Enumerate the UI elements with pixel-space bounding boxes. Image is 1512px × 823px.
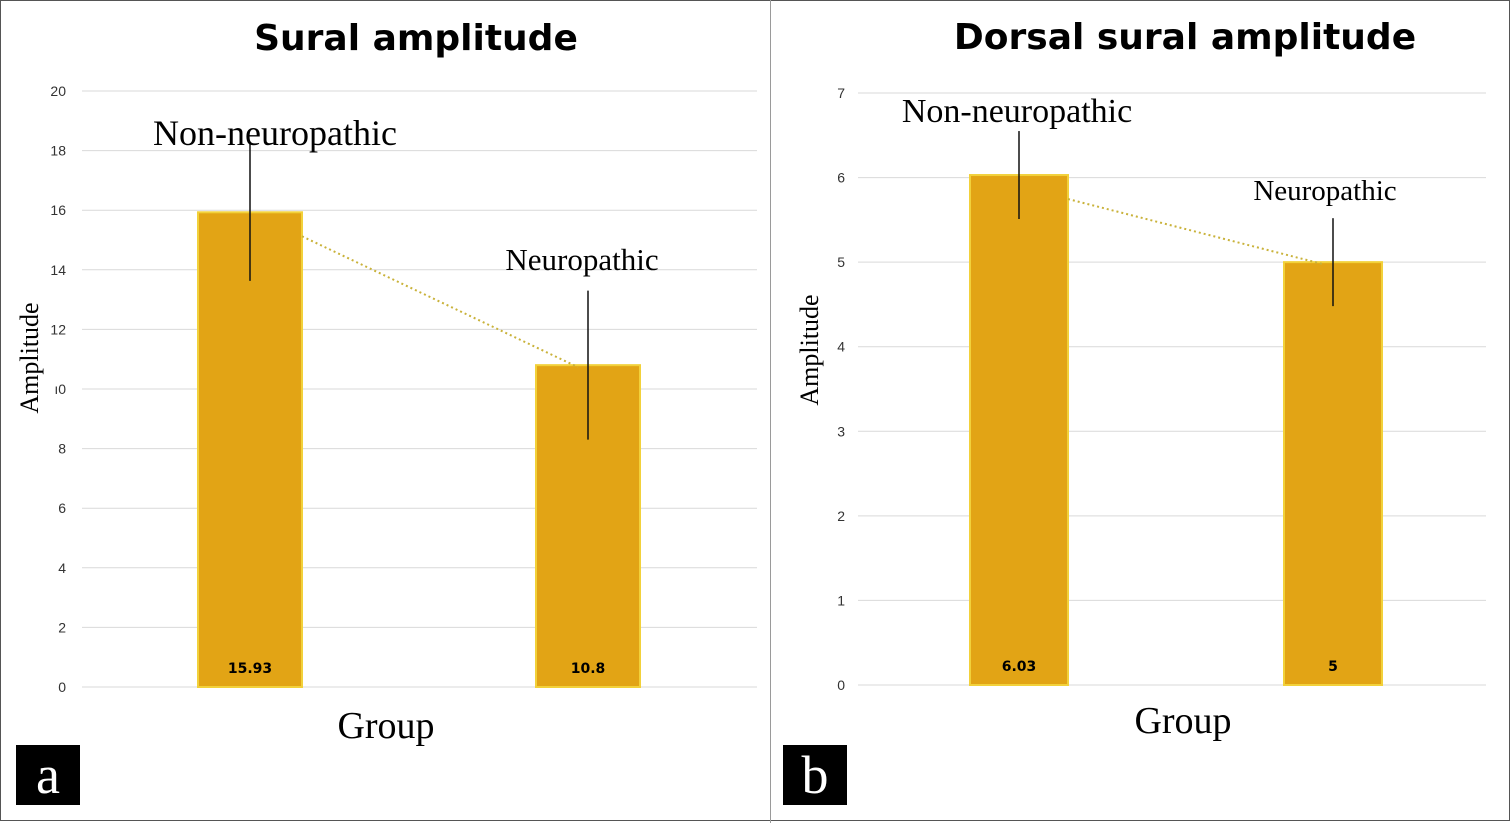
panel-a-y-tick-label: 12 [50, 321, 66, 337]
panel-a-y-tick-label: 20 [50, 83, 66, 99]
panel-b-y-tick-label: 2 [837, 508, 845, 524]
panel-b-category-label-1: Non-neuropathic [902, 93, 1132, 130]
panel-a-x-axis-label: Group [337, 705, 434, 747]
panel-a-category-label-1: Non-neuropathic [153, 113, 397, 153]
panel-b-y-tick-label: 1 [837, 592, 845, 608]
panel-a-y-tick-label: 16 [50, 202, 66, 218]
panel-b-y-tick-label: 6 [837, 170, 845, 186]
panel-a: Sural amplitude 0 2 4 6 8 ı0 12 14 16 18 20 Amplit… [15, 18, 757, 805]
panel-b-y-tick-label: 7 [837, 85, 845, 101]
panel-a-gridlines [82, 90, 757, 688]
panel-a-y-tick-label: 4 [58, 560, 66, 576]
panel-b: Dorsal sural amplitude 0 1 2 3 4 5 6 7 Amplitud… [783, 17, 1486, 805]
panel-b-y-axis-label: Amplitude [795, 294, 824, 405]
panel-a-category-label-2: Neuropathic [505, 242, 658, 277]
panel-b-y-ticks: 0 1 2 3 4 5 6 7 [837, 85, 845, 693]
panel-a-data-label-1: 15.93 [228, 661, 272, 677]
panel-b-bars: 6.03 Non-neuropathic 5 Neuropathic [902, 93, 1397, 687]
panel-b-trendline [1067, 198, 1324, 266]
panel-b-bar-2 [1283, 261, 1383, 686]
panel-b-bar-1 [969, 174, 1069, 687]
panel-a-y-ticks: 0 2 4 6 8 ı0 12 14 16 18 20 [50, 83, 66, 695]
panel-a-y-tick-label: 0 [58, 679, 66, 695]
panel-a-y-tick-label: 6 [58, 500, 66, 516]
panel-a-bar-1 [197, 211, 303, 688]
panel-a-trendline [301, 235, 579, 369]
panel-b-data-label-1: 6.03 [1002, 659, 1037, 675]
panel-b-y-tick-label: 5 [837, 254, 845, 270]
panel-a-y-tick-label: 18 [50, 143, 66, 159]
panel-b-y-tick-label: 0 [837, 677, 845, 693]
panel-b-data-label-2: 5 [1328, 659, 1338, 675]
panel-b-letter-box [783, 745, 847, 805]
panel-a-y-tick-label: 8 [58, 441, 66, 457]
panel-a-y-axis-label: Amplitude [15, 302, 44, 413]
panel-a-title: Sural amplitude [254, 18, 578, 59]
panel-b-y-tick-label: 3 [837, 423, 845, 439]
panel-a-bars: 15.93 Non-neuropathic 10.8 Neuropathic [153, 113, 659, 688]
panel-a-y-tick-label: ı0 [54, 381, 66, 397]
panel-a-letter: a [36, 745, 60, 805]
panel-a-y-tick-label: 2 [58, 619, 66, 635]
panel-b-y-tick-label: 4 [837, 339, 845, 355]
panel-a-data-label-2: 10.8 [571, 661, 606, 677]
panel-b-x-axis-label: Group [1134, 700, 1231, 742]
panel-b-letter: b [802, 745, 829, 805]
panel-b-title: Dorsal sural amplitude [954, 17, 1416, 58]
panel-b-category-label-2: Neuropathic [1253, 175, 1396, 207]
panel-a-letter-box [16, 745, 80, 805]
panel-divider [770, 0, 771, 823]
panel-a-y-tick-label: 14 [50, 262, 66, 278]
